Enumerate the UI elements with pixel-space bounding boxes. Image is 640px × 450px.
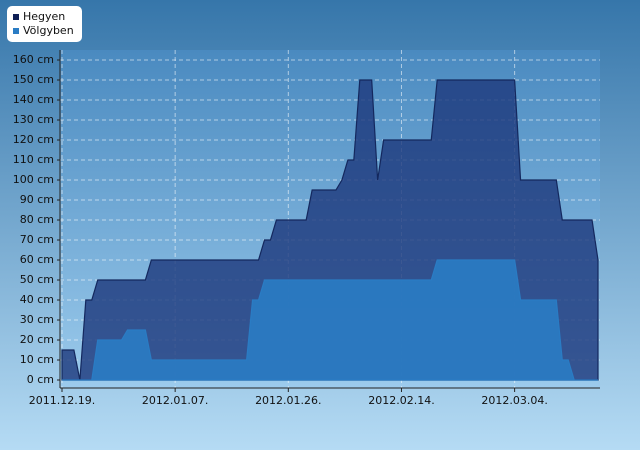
x-tick-label: 2012.02.14. bbox=[368, 394, 434, 407]
x-tick-label: 2012.03.04. bbox=[481, 394, 547, 407]
x-tick-label: 2012.01.26. bbox=[255, 394, 321, 407]
y-tick-label: 160 cm bbox=[13, 53, 54, 66]
y-tick-label: 120 cm bbox=[13, 133, 54, 146]
legend-swatch bbox=[13, 28, 19, 34]
y-tick-label: 150 cm bbox=[13, 73, 54, 86]
y-tick-label: 10 cm bbox=[20, 353, 54, 366]
y-tick-label: 70 cm bbox=[20, 233, 54, 246]
x-tick-label: 2012.01.07. bbox=[142, 394, 208, 407]
legend bbox=[7, 6, 82, 42]
y-tick-label: 40 cm bbox=[20, 293, 54, 306]
y-tick-label: 50 cm bbox=[20, 273, 54, 286]
y-tick-label: 20 cm bbox=[20, 333, 54, 346]
y-tick-label: 0 cm bbox=[27, 373, 54, 386]
y-tick-label: 80 cm bbox=[20, 213, 54, 226]
legend-swatch bbox=[13, 14, 19, 20]
y-tick-label: 90 cm bbox=[20, 193, 54, 206]
y-tick-label: 100 cm bbox=[13, 173, 54, 186]
x-tick-label: 2011.12.19. bbox=[29, 394, 95, 407]
area bbox=[62, 259, 598, 381]
legend-label: Hegyen bbox=[23, 10, 65, 23]
y-tick-label: 110 cm bbox=[13, 153, 54, 166]
y-tick-label: 60 cm bbox=[20, 253, 54, 266]
y-tick-label: 30 cm bbox=[20, 313, 54, 326]
y-tick-label: 140 cm bbox=[13, 93, 54, 106]
y-tick-label: 130 cm bbox=[13, 113, 54, 126]
legend-label: Völgyben bbox=[23, 24, 74, 37]
